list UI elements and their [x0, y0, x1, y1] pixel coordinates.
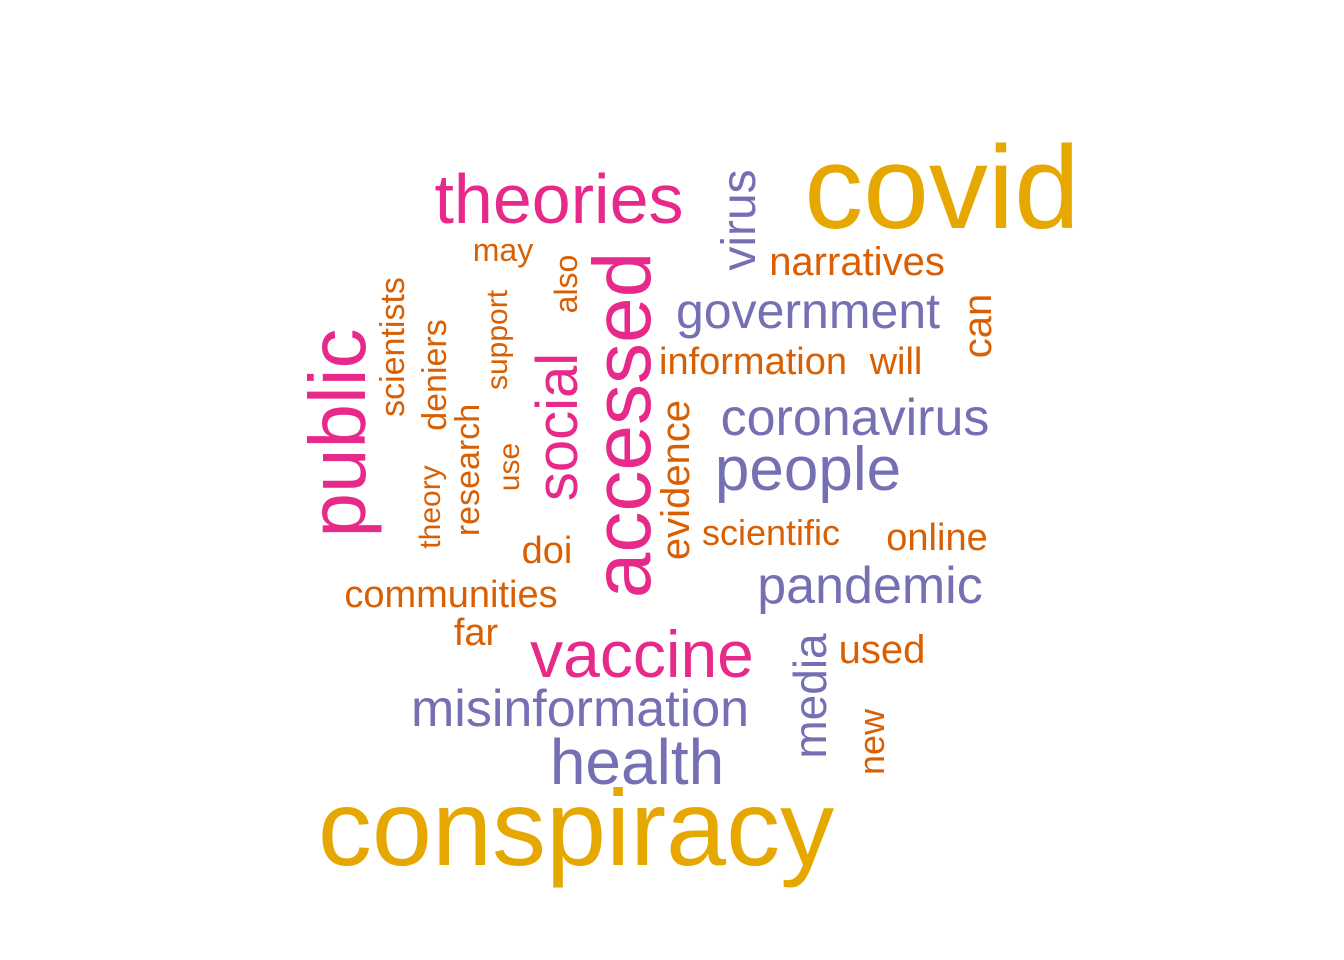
word-narratives: narratives [769, 240, 945, 284]
word-research: research [449, 403, 487, 537]
word-theory: theory [414, 465, 447, 549]
word-virus: virus [713, 169, 766, 271]
word-doi: doi [521, 530, 573, 572]
word-government: government [675, 283, 941, 339]
word-far: far [453, 612, 499, 654]
word-information: information [659, 341, 847, 383]
word-social: social [525, 352, 590, 502]
word-scientific: scientific [701, 512, 841, 553]
word-accessed: accessed [577, 251, 668, 599]
word-may: may [472, 232, 534, 268]
word-used: used [838, 628, 926, 672]
word-communities: communities [344, 574, 558, 616]
word-vaccine: vaccine [530, 617, 754, 691]
word-health: health [549, 726, 725, 798]
word-coronavirus: coronavirus [720, 389, 990, 447]
word-deniers: deniers [416, 319, 454, 431]
word-pandemic: pandemic [757, 557, 983, 615]
word-use: use [493, 442, 526, 492]
word-can: can [956, 293, 1000, 359]
word-online: online [886, 517, 988, 559]
word-will: will [869, 341, 923, 383]
word-covid: covid [804, 122, 1080, 254]
word-support: support [481, 289, 514, 391]
word-also: also [548, 254, 584, 314]
word-theories: theories [434, 160, 684, 238]
word-new: new [851, 708, 892, 776]
word-conspiracy: conspiracy [317, 767, 835, 888]
word-people: people [714, 435, 902, 504]
word-misinformation: misinformation [410, 680, 750, 738]
word-public: public [293, 328, 382, 538]
word-media: media [784, 633, 836, 759]
word-scientists: scientists [374, 277, 412, 417]
word-evidence: evidence [654, 399, 698, 561]
